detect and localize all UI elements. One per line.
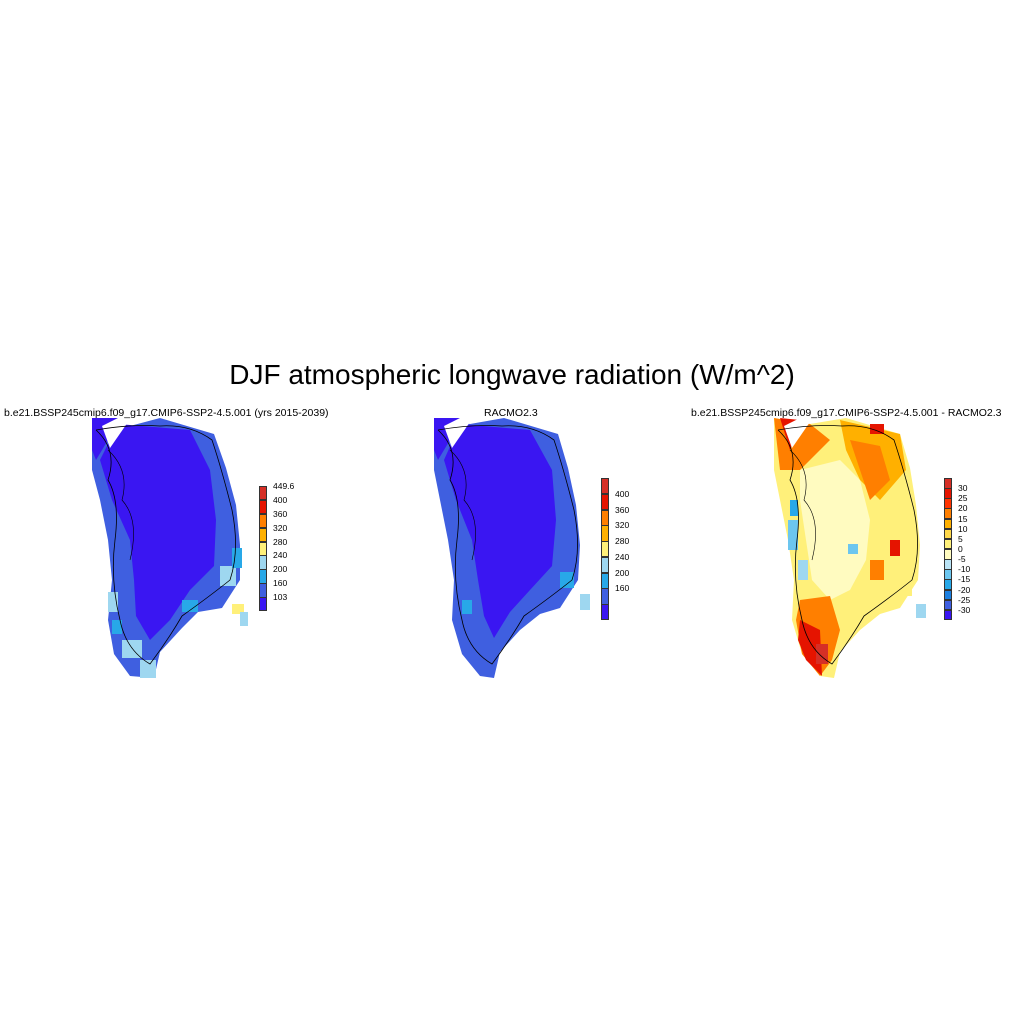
colorbar-swatch <box>259 541 267 556</box>
colorbar-swatch <box>259 555 267 570</box>
coastline-difference <box>777 425 918 665</box>
greenland-fill-difference <box>774 416 926 678</box>
colorbar-tick-label: 20 <box>958 503 968 514</box>
colorbar-tick-label: 160 <box>273 578 288 589</box>
colorbar-swatch <box>944 569 952 580</box>
colorbar-swatch <box>259 499 267 515</box>
colorbar-tick-label: 25 <box>958 493 968 504</box>
colorbar-tick-label: 200 <box>615 567 630 578</box>
colorbar-tick-label: 5 <box>958 533 963 544</box>
figure-title: DJF atmospheric longwave radiation (W/m^… <box>229 359 795 390</box>
colorbar-tick-label: 280 <box>273 536 288 547</box>
colorbar-tick-label: -10 <box>958 564 971 575</box>
colorbar-swatch <box>259 486 267 501</box>
colorbar-swatch <box>944 528 952 540</box>
colorbar-tick-label: 240 <box>273 550 288 561</box>
colorbar-swatch <box>259 527 267 543</box>
colorbar-tick-label: 15 <box>958 513 968 524</box>
colorbar-tick-label: -15 <box>958 574 971 585</box>
colorbar-swatch <box>601 493 609 511</box>
colorbar-tick-label: 320 <box>615 520 630 531</box>
colorbar-tick-label: 320 <box>273 522 288 533</box>
colorbar-tick-label: 449.6 <box>273 481 295 491</box>
colorbar-tick-label: 0 <box>958 543 963 554</box>
colorbar-swatch <box>259 513 267 529</box>
colorbar-tick-label: 200 <box>273 564 288 575</box>
panel-title-model: b.e21.BSSP245cmip6.f09_g17.CMIP6-SSP2-4.… <box>4 407 329 419</box>
colorbar-tick-label: 400 <box>615 488 630 499</box>
colorbar-tick-label: 360 <box>273 508 288 519</box>
colorbar-tick-label: 30 <box>958 483 968 494</box>
colorbar-swatch <box>601 541 609 558</box>
colorbar-swatch <box>944 599 952 611</box>
coastline-racmo <box>437 425 578 665</box>
panel-title-racmo: RACMO2.3 <box>484 407 538 419</box>
colorbar-swatch <box>601 478 609 495</box>
colorbar-tick-label: 400 <box>273 494 288 505</box>
colorbar-tick-label: 280 <box>615 536 630 547</box>
colorbar-swatch <box>944 508 952 520</box>
colorbar-tick-label: 360 <box>615 504 630 515</box>
colorbar-swatch <box>944 518 952 530</box>
colorbar-tick-label: -20 <box>958 584 971 595</box>
colorbar-swatch <box>944 579 952 591</box>
panel-title-difference: b.e21.BSSP245cmip6.f09_g17.CMIP6-SSP2-4.… <box>691 407 1002 419</box>
colorbar-tick-label: -30 <box>958 604 971 615</box>
colorbar-tick-label: -25 <box>958 594 971 605</box>
colorbar-swatch <box>944 589 952 601</box>
greenland-fill-racmo <box>434 416 590 678</box>
colorbar-swatch <box>944 538 952 550</box>
colorbar-swatch <box>259 569 267 584</box>
colorbar-swatch <box>601 509 609 526</box>
colorbar-swatch <box>944 549 952 560</box>
colorbar-swatch <box>944 488 952 499</box>
colorbar-swatch <box>944 559 952 570</box>
colorbar-swatch <box>601 604 609 621</box>
colorbar-tick-label: -5 <box>958 554 966 565</box>
colorbar-swatch <box>944 498 952 509</box>
colorbar-tick-label: 160 <box>615 583 630 594</box>
colorbar-swatch <box>944 478 952 489</box>
colorbar-swatch <box>259 597 267 612</box>
colorbar-swatch <box>601 525 609 542</box>
colorbar-tick-label: 240 <box>615 551 630 562</box>
greenland-fill-model <box>92 416 248 678</box>
colorbar-swatch <box>259 583 267 598</box>
colorbar-swatch <box>601 588 609 605</box>
colorbar-swatch <box>944 609 952 621</box>
colorbar-tick-label: 103 <box>273 592 288 603</box>
colorbar-tick-label: 10 <box>958 523 968 534</box>
colorbar-swatch <box>601 572 609 589</box>
coastline-model <box>95 425 236 665</box>
colorbar-swatch <box>601 556 609 574</box>
